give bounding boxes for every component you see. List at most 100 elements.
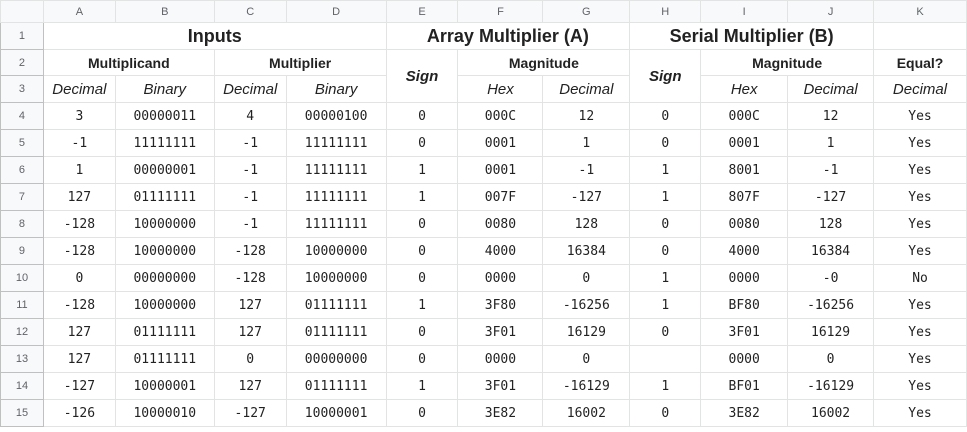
serial-sign-cell[interactable]: 1: [629, 156, 702, 184]
multiplicand-binary-cell[interactable]: 10000000: [114, 210, 215, 238]
row-number[interactable]: 8: [0, 210, 44, 238]
multiplicand-binary-cell[interactable]: 10000010: [114, 399, 215, 427]
array-sign-cell[interactable]: 0: [385, 345, 459, 373]
multiplier-decimal-cell[interactable]: -127: [213, 399, 287, 427]
array-sign-cell[interactable]: 0: [385, 210, 459, 238]
cell[interactable]: [873, 22, 967, 50]
array-sign-cell[interactable]: 0: [385, 399, 459, 427]
serial-hex-cell[interactable]: 0080: [700, 210, 789, 238]
serial-sign-cell[interactable]: 0: [629, 102, 702, 130]
array-sign-cell[interactable]: 0: [385, 102, 459, 130]
multiplier-binary-cell[interactable]: 01111111: [285, 372, 387, 400]
multiplier-binary-cell[interactable]: 01111111: [285, 318, 387, 346]
multiplier-decimal-cell[interactable]: 127: [213, 318, 287, 346]
multiplicand-decimal-cell[interactable]: -1: [42, 129, 116, 157]
multiplicand-binary-cell[interactable]: 01111111: [114, 318, 215, 346]
multiplicand-decimal-cell[interactable]: 3: [42, 102, 116, 130]
equal-cell[interactable]: Yes: [873, 156, 967, 184]
row-number[interactable]: 1: [0, 22, 44, 50]
multiplicand-binary-header[interactable]: Binary: [114, 75, 215, 103]
serial-sign-cell[interactable]: 1: [629, 264, 702, 292]
array-decimal-cell[interactable]: 0: [542, 345, 631, 373]
array-hex-cell[interactable]: 0001: [457, 156, 544, 184]
inputs-title[interactable]: Inputs: [42, 22, 387, 50]
array-sign-cell[interactable]: 0: [385, 264, 459, 292]
row-number[interactable]: 5: [0, 129, 44, 157]
serial-decimal-cell[interactable]: 12: [787, 102, 875, 130]
multiplicand-binary-cell[interactable]: 10000000: [114, 237, 215, 265]
row-number[interactable]: 9: [0, 237, 44, 265]
multiplicand-binary-cell[interactable]: 00000011: [114, 102, 215, 130]
column-header-g[interactable]: G: [542, 0, 631, 23]
equal-cell[interactable]: Yes: [873, 291, 967, 319]
multiplicand-decimal-cell[interactable]: -126: [42, 399, 116, 427]
serial-hex-cell[interactable]: BF80: [700, 291, 789, 319]
multiplier-binary-header[interactable]: Binary: [285, 75, 387, 103]
array-decimal-cell[interactable]: 16129: [542, 318, 631, 346]
multiplicand-header[interactable]: Multiplicand: [42, 49, 215, 76]
array-decimal-cell[interactable]: 0: [542, 264, 631, 292]
serial-hex-cell[interactable]: 4000: [700, 237, 789, 265]
serial-sign-cell[interactable]: 0: [629, 210, 702, 238]
multiplier-binary-cell[interactable]: 11111111: [285, 156, 387, 184]
multiplier-decimal-cell[interactable]: -128: [213, 264, 287, 292]
serial-decimal-cell[interactable]: 16129: [787, 318, 875, 346]
serial-decimal-header[interactable]: Decimal: [787, 75, 875, 103]
array-hex-cell[interactable]: 3F80: [457, 291, 544, 319]
row-number[interactable]: 10: [0, 264, 44, 292]
array-decimal-cell[interactable]: 16384: [542, 237, 631, 265]
multiplier-decimal-cell[interactable]: 0: [213, 345, 287, 373]
column-header-f[interactable]: F: [457, 0, 544, 23]
array-sign-cell[interactable]: 0: [385, 318, 459, 346]
multiplicand-decimal-cell[interactable]: 127: [42, 345, 116, 373]
multiplier-header[interactable]: Multiplier: [213, 49, 387, 76]
serial-hex-cell[interactable]: 3F01: [700, 318, 789, 346]
multiplier-decimal-cell[interactable]: 127: [213, 291, 287, 319]
multiplier-binary-cell[interactable]: 00000000: [285, 345, 387, 373]
array-decimal-cell[interactable]: -1: [542, 156, 631, 184]
array-sign-cell[interactable]: 1: [385, 291, 459, 319]
array-hex-cell[interactable]: 0080: [457, 210, 544, 238]
serial-decimal-cell[interactable]: -0: [787, 264, 875, 292]
array-hex-cell[interactable]: 4000: [457, 237, 544, 265]
column-header-c[interactable]: C: [213, 0, 287, 23]
array-hex-cell[interactable]: 3F01: [457, 372, 544, 400]
multiplicand-binary-cell[interactable]: 00000001: [114, 156, 215, 184]
serial-decimal-cell[interactable]: 16002: [787, 399, 875, 427]
column-header-h[interactable]: H: [629, 0, 702, 23]
select-all-corner[interactable]: [0, 0, 44, 23]
row-number[interactable]: 7: [0, 183, 44, 211]
column-header-i[interactable]: I: [700, 0, 789, 23]
multiplier-binary-cell[interactable]: 11111111: [285, 183, 387, 211]
serial-hex-cell[interactable]: 3E82: [700, 399, 789, 427]
equal-cell[interactable]: Yes: [873, 129, 967, 157]
row-number[interactable]: 13: [0, 345, 44, 373]
multiplier-binary-cell[interactable]: 10000000: [285, 264, 387, 292]
equal-cell[interactable]: Yes: [873, 318, 967, 346]
serial-hex-cell[interactable]: 807F: [700, 183, 789, 211]
serial-sign-cell[interactable]: 0: [629, 399, 702, 427]
multiplier-decimal-cell[interactable]: -1: [213, 210, 287, 238]
array-sign-cell[interactable]: 1: [385, 156, 459, 184]
column-header-j[interactable]: J: [787, 0, 875, 23]
array-hex-cell[interactable]: 0000: [457, 345, 544, 373]
multiplicand-binary-cell[interactable]: 00000000: [114, 264, 215, 292]
equal-cell[interactable]: Yes: [873, 237, 967, 265]
multiplicand-decimal-cell[interactable]: -127: [42, 372, 116, 400]
serial-decimal-cell[interactable]: -16129: [787, 372, 875, 400]
serial-hex-cell[interactable]: 8001: [700, 156, 789, 184]
multiplier-decimal-cell[interactable]: -1: [213, 156, 287, 184]
row-number[interactable]: 15: [0, 399, 44, 427]
column-header-e[interactable]: E: [385, 0, 459, 23]
serial-hex-cell[interactable]: 0000: [700, 264, 789, 292]
array-hex-cell[interactable]: 3E82: [457, 399, 544, 427]
serial-decimal-cell[interactable]: 16384: [787, 237, 875, 265]
array-decimal-cell[interactable]: -16256: [542, 291, 631, 319]
array-hex-cell[interactable]: 0001: [457, 129, 544, 157]
multiplier-decimal-cell[interactable]: 127: [213, 372, 287, 400]
multiplier-binary-cell[interactable]: 10000000: [285, 237, 387, 265]
serial-sign-cell[interactable]: 0: [629, 129, 702, 157]
multiplicand-binary-cell[interactable]: 01111111: [114, 183, 215, 211]
array-hex-cell[interactable]: 007F: [457, 183, 544, 211]
